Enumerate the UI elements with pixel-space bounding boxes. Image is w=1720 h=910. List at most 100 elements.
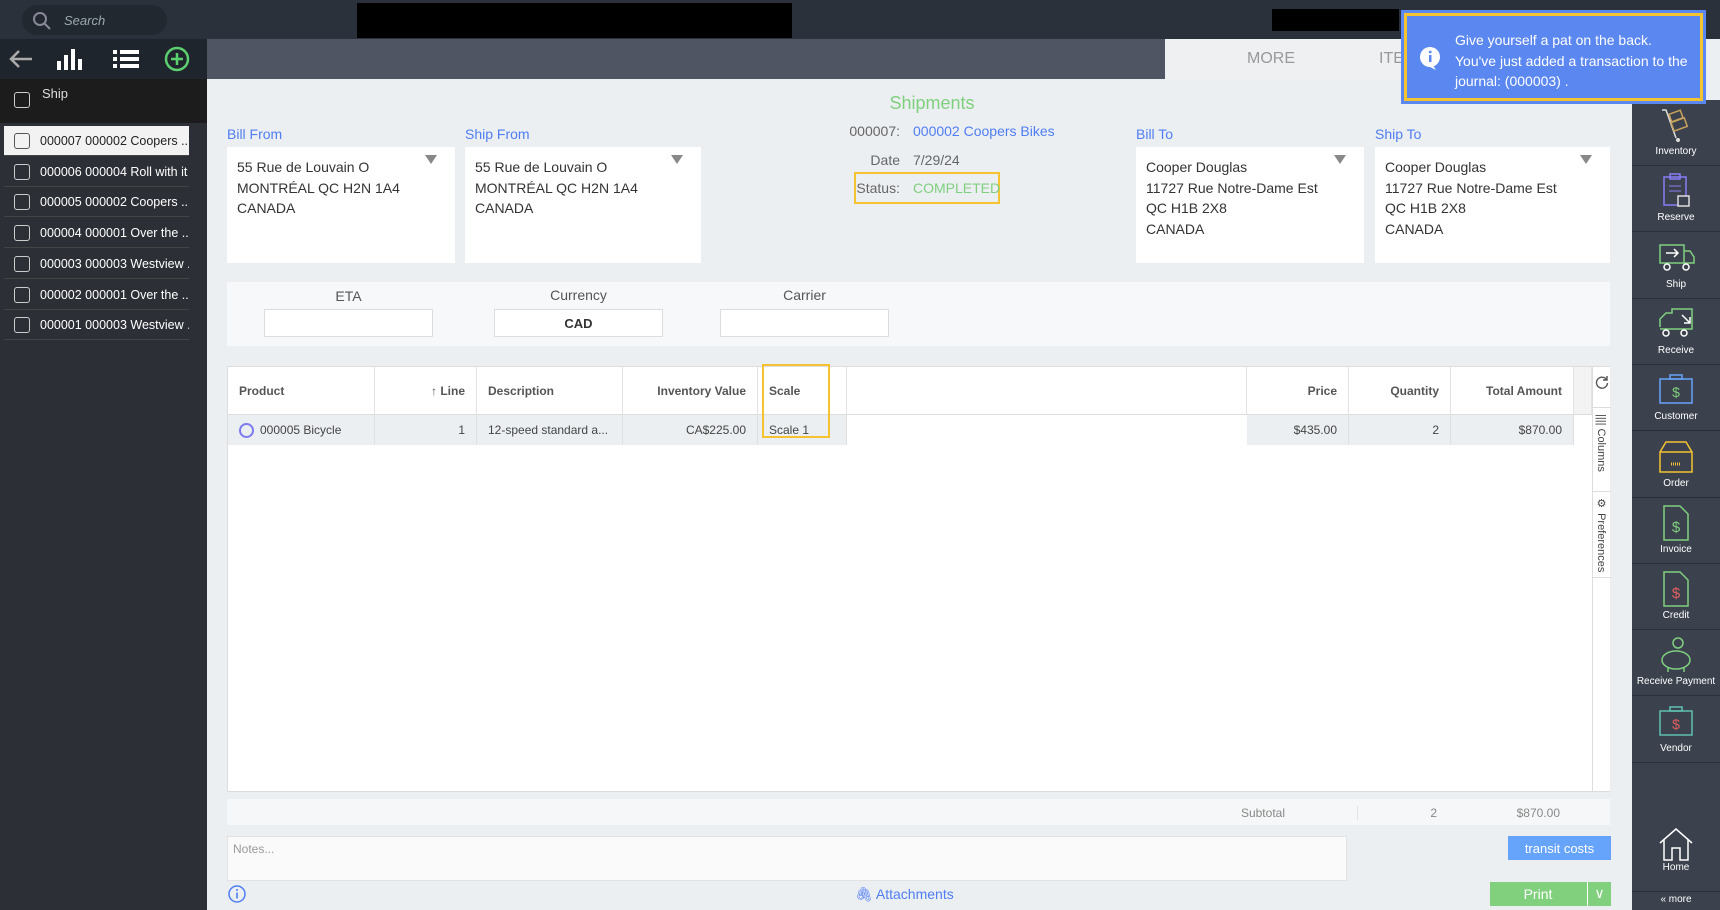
- chart-icon[interactable]: [56, 47, 82, 71]
- row-checkbox[interactable]: [14, 225, 30, 242]
- left-sidebar: [0, 39, 207, 910]
- main-header-strip: [207, 39, 1165, 79]
- row-checkbox[interactable]: [14, 255, 30, 272]
- info-icon: [1420, 47, 1440, 70]
- list-item[interactable]: 000003 000003 Westview .: [4, 249, 189, 279]
- currency-input[interactable]: CAD: [494, 309, 663, 337]
- reserve-icon: [1663, 173, 1690, 208]
- transit-costs-button[interactable]: transit costs: [1508, 836, 1611, 860]
- list-item[interactable]: 000004 000001 Over the ...: [4, 218, 189, 249]
- svg-text:$: $: [1672, 519, 1681, 536]
- print-button[interactable]: Print: [1523, 886, 1553, 902]
- tab-items[interactable]: ITE: [1379, 50, 1404, 67]
- list-item[interactable]: 000007 000002 Coopers ...: [4, 126, 189, 156]
- list-item[interactable]: 000006 000004 Roll with it: [4, 157, 189, 187]
- eta-input[interactable]: [264, 309, 433, 337]
- list-item-label: 000002 000001 Over the ...: [40, 287, 189, 302]
- list-header-label: Ship: [42, 86, 69, 101]
- col-inventory-value[interactable]: Inventory Value: [623, 367, 758, 415]
- list-item-label: 000005 000002 Coopers ...: [40, 195, 189, 210]
- bill-from-address-select[interactable]: 55 Rue de Louvain O MONTRÉAL QC H2N 1A4 CA…: [227, 147, 455, 263]
- row-radio-icon[interactable]: [239, 423, 254, 439]
- notes-input[interactable]: Notes...: [227, 836, 1347, 881]
- list-icon[interactable]: [113, 49, 139, 69]
- carrier-input[interactable]: [720, 309, 889, 337]
- info-icon[interactable]: [228, 885, 246, 903]
- nav-ship[interactable]: Ship: [1632, 233, 1720, 299]
- preferences-tab[interactable]: ⚙ Preferences: [1593, 493, 1611, 578]
- list-item-label: 000001 000003 Westview .: [40, 318, 189, 333]
- refresh-icon[interactable]: [1595, 375, 1609, 389]
- notification-toast: Give yourself a pat on the back. You've …: [1404, 13, 1703, 101]
- dropdown-triangle-icon[interactable]: [1334, 155, 1346, 164]
- redacted-area: [357, 3, 792, 38]
- columns-tab[interactable]: |||| Columns: [1593, 407, 1611, 492]
- col-scale[interactable]: Scale: [758, 367, 847, 415]
- row-checkbox[interactable]: [14, 194, 30, 211]
- nav-label: Receive Payment: [1636, 676, 1716, 688]
- attachments-button[interactable]: 🖇 Attachments: [855, 886, 954, 903]
- nav-invoice[interactable]: $ Invoice: [1632, 498, 1720, 564]
- more-link[interactable]: « more: [1632, 891, 1720, 905]
- dropdown-triangle-icon[interactable]: [671, 155, 683, 164]
- dropdown-triangle-icon[interactable]: [1580, 155, 1592, 164]
- eta-label: ETA: [335, 288, 362, 304]
- customer-icon: $: [1659, 374, 1693, 404]
- address-line: Cooper Douglas: [1146, 159, 1248, 175]
- tab-more[interactable]: MORE: [1247, 50, 1295, 67]
- line-items-grid: Product ↑ Line Description Inventory Val…: [227, 364, 1611, 792]
- print-dropdown-chevron-icon[interactable]: ∨: [1587, 882, 1611, 906]
- transaction-number: 000007:: [849, 123, 900, 139]
- col-quantity[interactable]: Quantity: [1349, 367, 1451, 415]
- row-checkbox[interactable]: [14, 317, 30, 334]
- nav-label: Order: [1663, 477, 1689, 489]
- row-checkbox[interactable]: [14, 286, 30, 303]
- side-panel: |||| Columns ⚙ Preferences: [1592, 367, 1611, 791]
- nav-label: Receive: [1657, 344, 1695, 356]
- svg-text:$: $: [1672, 585, 1681, 602]
- search-input[interactable]: Search: [22, 5, 167, 35]
- nav-receive[interactable]: Receive: [1632, 299, 1720, 365]
- col-price[interactable]: Price: [1247, 367, 1349, 415]
- list-item[interactable]: 000002 000001 Over the ...: [4, 280, 189, 310]
- col-line[interactable]: ↑ Line: [375, 367, 477, 415]
- col-filler: [1574, 367, 1592, 415]
- nav-label: Invoice: [1660, 543, 1692, 555]
- nav-receive-payment[interactable]: Receive Payment: [1632, 630, 1720, 697]
- nav-order[interactable]: Order: [1632, 432, 1720, 498]
- cell-line: 1: [375, 415, 477, 445]
- col-description[interactable]: Description: [477, 367, 623, 415]
- nav-credit[interactable]: $ Credit: [1632, 564, 1720, 631]
- col-total-amount[interactable]: Total Amount: [1451, 367, 1574, 415]
- list-item[interactable]: 000005 000002 Coopers ...: [4, 187, 189, 218]
- ship-to-address-select[interactable]: Cooper Douglas 11727 Rue Notre-Dame Est QC…: [1375, 147, 1610, 263]
- address-line: CANADA: [1385, 220, 1444, 237]
- add-icon[interactable]: [164, 46, 190, 72]
- svg-text:$: $: [1672, 716, 1680, 732]
- row-checkbox[interactable]: [14, 133, 30, 149]
- nav-label: Vendor: [1660, 742, 1692, 754]
- nav-vendor[interactable]: $ Vendor: [1632, 697, 1720, 763]
- bill-to-label: Bill To: [1136, 126, 1174, 142]
- nav-inventory[interactable]: Inventory: [1632, 100, 1720, 166]
- dropdown-triangle-icon[interactable]: [425, 155, 437, 164]
- address-line: QC H1B 2X8: [1385, 200, 1466, 216]
- col-product[interactable]: Product: [228, 367, 375, 415]
- nav-reserve[interactable]: Reserve: [1632, 166, 1720, 233]
- gear-icon: ⚙: [1595, 497, 1607, 514]
- home-label: Home: [1662, 862, 1690, 873]
- customer-link[interactable]: 000002 Coopers Bikes: [913, 123, 1055, 139]
- bill-to-address-select[interactable]: Cooper Douglas 11727 Rue Notre-Dame Est QC…: [1136, 147, 1364, 263]
- ship-from-address-select[interactable]: 55 Rue de Louvain O MONTRÉAL QC H2N 1A4 CA…: [465, 147, 701, 263]
- row-checkbox[interactable]: [14, 163, 30, 180]
- list-item[interactable]: 000001 000003 Westview .: [4, 310, 189, 341]
- nav-label: Customer: [1654, 411, 1698, 423]
- cell-total: $870.00: [1451, 415, 1574, 445]
- back-arrow-icon[interactable]: [8, 49, 34, 69]
- nav-customer[interactable]: $ Customer: [1632, 365, 1720, 432]
- home-button[interactable]: Home: [1632, 826, 1720, 873]
- receive-icon: [1659, 308, 1693, 337]
- columns-icon: ||||: [1595, 414, 1607, 429]
- select-all-checkbox[interactable]: [14, 92, 30, 108]
- inventory-icon: [1662, 109, 1689, 142]
